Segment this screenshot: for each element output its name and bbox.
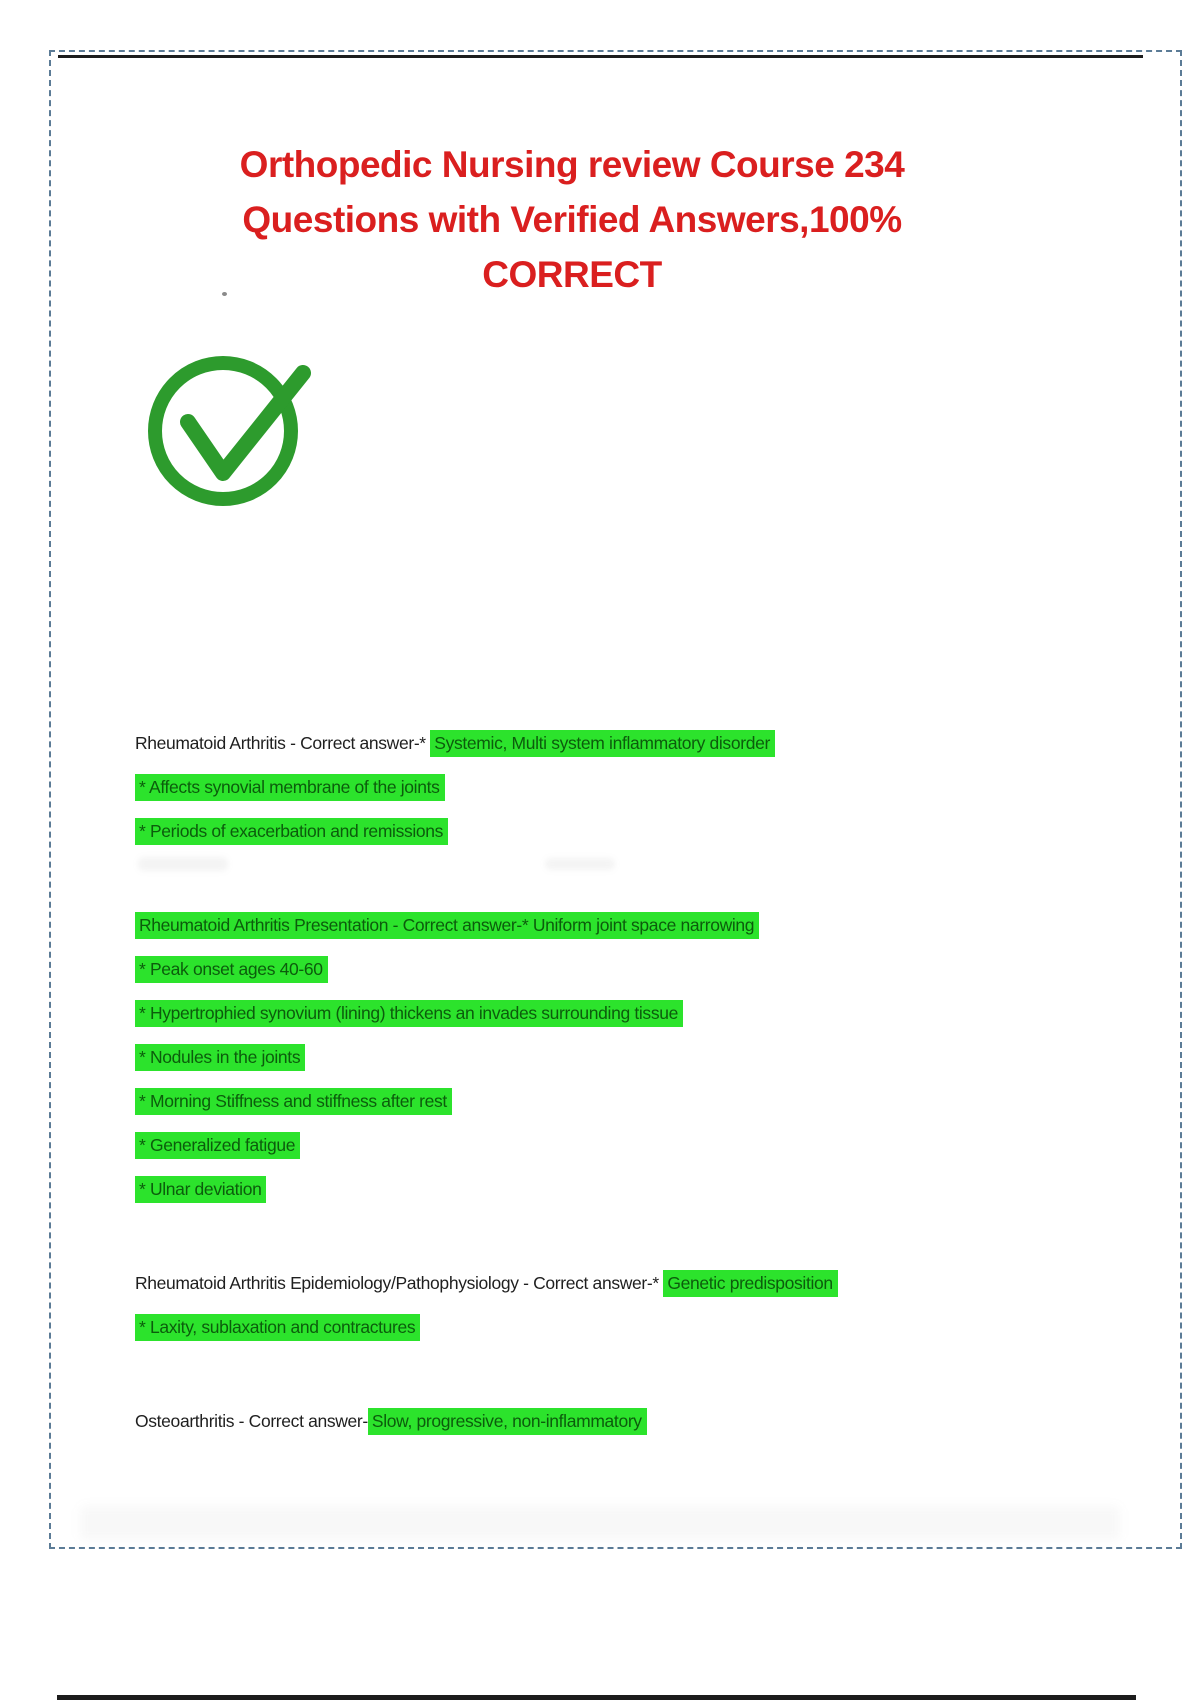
qa-line: * Ulnar deviation <box>135 1174 838 1204</box>
answer-highlight: Systemic, Multi system inflammatory diso… <box>430 730 775 757</box>
qa-line: * Periods of exacerbation and remissions <box>135 816 838 846</box>
page-title-line-3: CORRECT <box>482 254 662 295</box>
qa-line: Osteoarthritis - Correct answer- Slow, pr… <box>135 1406 838 1436</box>
answer-highlight: Rheumatoid Arthritis Presentation - Corr… <box>135 912 760 939</box>
qa-line: * Morning Stiffness and stiffness after … <box>135 1086 838 1116</box>
stray-dot-artifact <box>222 292 227 296</box>
answer-highlight: * Peak onset ages 40-60 <box>135 956 328 983</box>
bottom-horizontal-rule <box>57 1695 1136 1700</box>
qa-content: Rheumatoid Arthritis - Correct answer-* … <box>135 728 838 1500</box>
answer-highlight: * Nodules in the joints <box>135 1044 306 1071</box>
answer-highlight: * Morning Stiffness and stiffness after … <box>135 1088 452 1115</box>
top-horizontal-rule <box>58 55 1143 58</box>
qa-line: * Hypertrophied synovium (lining) thicke… <box>135 998 838 1028</box>
qa-line: * Nodules in the joints <box>135 1042 838 1072</box>
answer-highlight: * Generalized fatigue <box>135 1132 301 1159</box>
page-title: Orthopedic Nursing review Course 234 Que… <box>57 137 1087 302</box>
answer-highlight: * Laxity, sublaxation and contractures <box>135 1314 421 1341</box>
green-check-circle-icon <box>140 345 330 515</box>
qa-block: Osteoarthritis - Correct answer- Slow, pr… <box>135 1406 838 1450</box>
page-title-line-1: Orthopedic Nursing review Course 234 <box>239 144 905 185</box>
qa-block: Rheumatoid Arthritis Presentation - Corr… <box>135 910 838 1218</box>
question-text: Rheumatoid Arthritis - Correct answer-* <box>135 733 431 753</box>
page-dashed-border <box>49 50 1182 1549</box>
answer-highlight: * Ulnar deviation <box>135 1176 267 1203</box>
page-title-line-2: Questions with Verified Answers,100% <box>242 199 902 240</box>
check-circle-svg <box>148 356 311 506</box>
answer-highlight: * Periods of exacerbation and remissions <box>135 818 449 845</box>
answer-highlight: * Hypertrophied synovium (lining) thicke… <box>135 1000 683 1027</box>
qa-block: Rheumatoid Arthritis Epidemiology/Pathop… <box>135 1268 838 1356</box>
qa-line: Rheumatoid Arthritis Epidemiology/Pathop… <box>135 1268 838 1298</box>
qa-line: * Peak onset ages 40-60 <box>135 954 838 984</box>
answer-highlight: Slow, progressive, non-inflammatory <box>367 1408 647 1435</box>
question-text: Osteoarthritis - Correct answer- <box>135 1411 368 1431</box>
qa-line: * Affects synovial membrane of the joint… <box>135 772 838 802</box>
artifact-smudge <box>80 1506 1120 1540</box>
question-text: Rheumatoid Arthritis Epidemiology/Pathop… <box>135 1273 664 1293</box>
qa-line: Rheumatoid Arthritis Presentation - Corr… <box>135 910 838 940</box>
artifact-smudge <box>545 858 615 870</box>
answer-highlight: * Affects synovial membrane of the joint… <box>135 774 445 801</box>
qa-line: * Laxity, sublaxation and contractures <box>135 1312 838 1342</box>
qa-block: Rheumatoid Arthritis - Correct answer-* … <box>135 728 838 860</box>
artifact-smudge <box>138 857 228 871</box>
answer-highlight: Genetic predisposition <box>663 1270 838 1297</box>
qa-line: * Generalized fatigue <box>135 1130 838 1160</box>
qa-line: Rheumatoid Arthritis - Correct answer-* … <box>135 728 838 758</box>
